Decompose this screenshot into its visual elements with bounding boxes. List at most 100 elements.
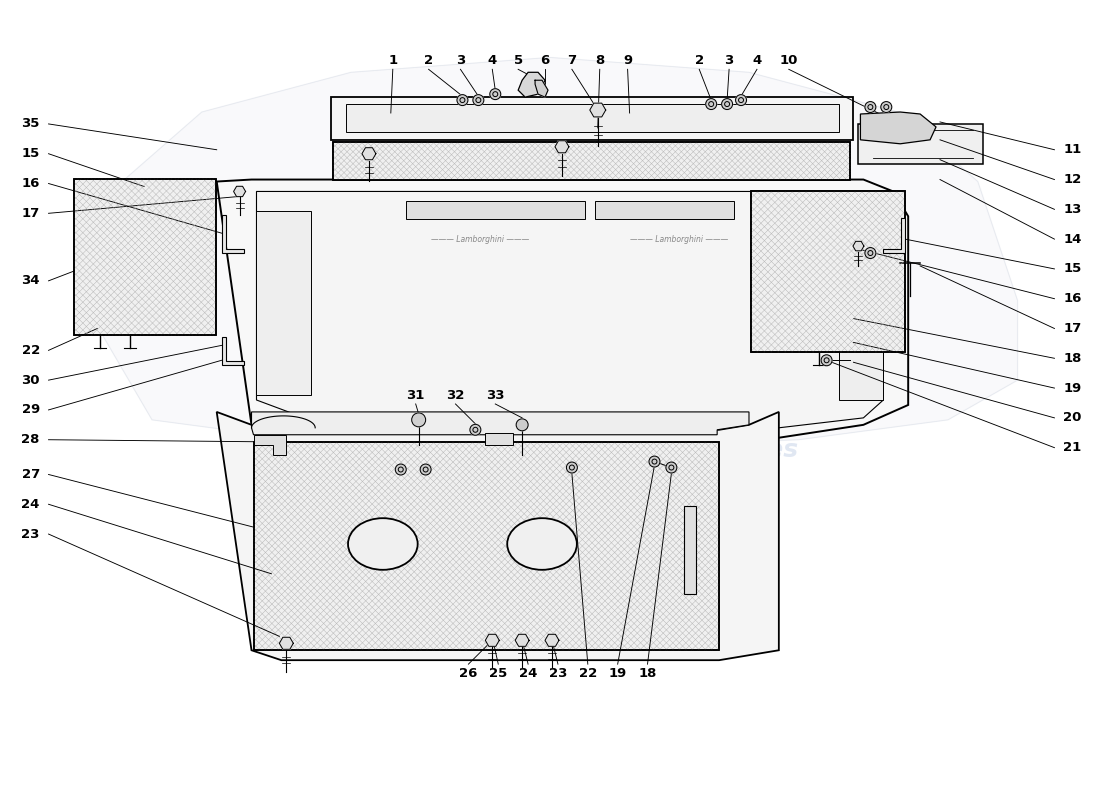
Polygon shape — [217, 412, 779, 660]
Text: 5: 5 — [514, 54, 522, 67]
Bar — [333, 142, 850, 179]
Polygon shape — [362, 148, 376, 160]
Text: 20: 20 — [1064, 411, 1081, 424]
Text: 15: 15 — [22, 147, 40, 160]
Polygon shape — [346, 104, 838, 132]
Circle shape — [881, 102, 892, 113]
Polygon shape — [544, 634, 559, 646]
Text: ——— Lamborghini ———: ——— Lamborghini ——— — [630, 234, 728, 244]
Circle shape — [666, 462, 676, 473]
Text: 33: 33 — [486, 389, 505, 402]
Circle shape — [493, 92, 498, 97]
Text: 35: 35 — [21, 118, 40, 130]
Polygon shape — [838, 216, 883, 400]
Bar — [253, 442, 719, 650]
Text: 30: 30 — [21, 374, 40, 386]
Polygon shape — [222, 338, 243, 366]
Circle shape — [652, 459, 657, 464]
Polygon shape — [222, 215, 243, 253]
Circle shape — [566, 462, 578, 473]
Text: 23: 23 — [549, 666, 568, 679]
Text: 24: 24 — [21, 498, 40, 510]
Text: ——— Lamborghini ———: ——— Lamborghini ——— — [431, 234, 529, 244]
Polygon shape — [252, 412, 749, 434]
Circle shape — [473, 427, 477, 432]
Bar — [406, 202, 585, 219]
Polygon shape — [279, 638, 294, 650]
Circle shape — [706, 98, 717, 110]
Text: 7: 7 — [568, 54, 576, 67]
Text: 18: 18 — [1064, 352, 1081, 365]
Text: 13: 13 — [1064, 203, 1081, 216]
Ellipse shape — [507, 518, 576, 570]
Polygon shape — [535, 80, 548, 97]
Text: 9: 9 — [623, 54, 632, 67]
Bar — [751, 191, 905, 352]
Polygon shape — [858, 124, 982, 164]
Polygon shape — [556, 141, 569, 153]
Text: 17: 17 — [1064, 322, 1081, 335]
Text: 3: 3 — [455, 54, 465, 67]
Circle shape — [868, 105, 873, 110]
Text: eurospares: eurospares — [640, 438, 799, 462]
Circle shape — [736, 94, 747, 106]
Circle shape — [708, 102, 714, 106]
Bar — [75, 178, 216, 335]
Polygon shape — [515, 634, 529, 646]
Text: 16: 16 — [21, 177, 40, 190]
Circle shape — [490, 89, 500, 100]
Text: 11: 11 — [1064, 143, 1081, 156]
Bar — [751, 191, 905, 352]
Circle shape — [516, 419, 528, 430]
Text: 26: 26 — [459, 666, 477, 679]
Circle shape — [669, 465, 674, 470]
Text: 6: 6 — [540, 54, 550, 67]
Polygon shape — [485, 634, 499, 646]
Circle shape — [395, 464, 406, 475]
Circle shape — [398, 467, 404, 472]
Circle shape — [868, 250, 873, 255]
Polygon shape — [217, 179, 909, 438]
Circle shape — [865, 102, 876, 113]
Text: 18: 18 — [638, 666, 657, 679]
Text: 31: 31 — [407, 389, 425, 402]
Polygon shape — [253, 434, 286, 454]
Circle shape — [411, 413, 426, 427]
Circle shape — [821, 355, 832, 366]
Text: eurospares: eurospares — [202, 179, 361, 203]
Text: 19: 19 — [608, 666, 627, 679]
Polygon shape — [518, 72, 544, 97]
Text: 1: 1 — [388, 54, 397, 67]
Circle shape — [420, 464, 431, 475]
Text: 8: 8 — [595, 54, 604, 67]
Text: 28: 28 — [21, 434, 40, 446]
Text: 23: 23 — [21, 527, 40, 541]
Polygon shape — [256, 211, 311, 395]
Circle shape — [725, 102, 729, 106]
Polygon shape — [590, 103, 606, 117]
Circle shape — [473, 94, 484, 106]
Text: 25: 25 — [490, 666, 507, 679]
Text: 24: 24 — [519, 666, 537, 679]
Text: 21: 21 — [1064, 441, 1081, 454]
Text: 32: 32 — [447, 389, 464, 402]
Bar — [75, 178, 216, 335]
Text: 34: 34 — [21, 274, 40, 287]
Text: 22: 22 — [22, 344, 40, 357]
Bar — [333, 142, 850, 179]
Circle shape — [470, 424, 481, 435]
Polygon shape — [233, 186, 245, 197]
Circle shape — [570, 465, 574, 470]
Polygon shape — [883, 218, 905, 253]
Text: 29: 29 — [22, 403, 40, 417]
Text: 16: 16 — [1064, 292, 1081, 306]
Text: 14: 14 — [1064, 233, 1081, 246]
Bar — [595, 202, 734, 219]
Circle shape — [722, 98, 733, 110]
Ellipse shape — [348, 518, 418, 570]
Bar — [253, 442, 719, 650]
Circle shape — [824, 358, 829, 362]
Circle shape — [883, 105, 889, 110]
Bar — [485, 433, 514, 445]
Text: 17: 17 — [22, 207, 40, 220]
